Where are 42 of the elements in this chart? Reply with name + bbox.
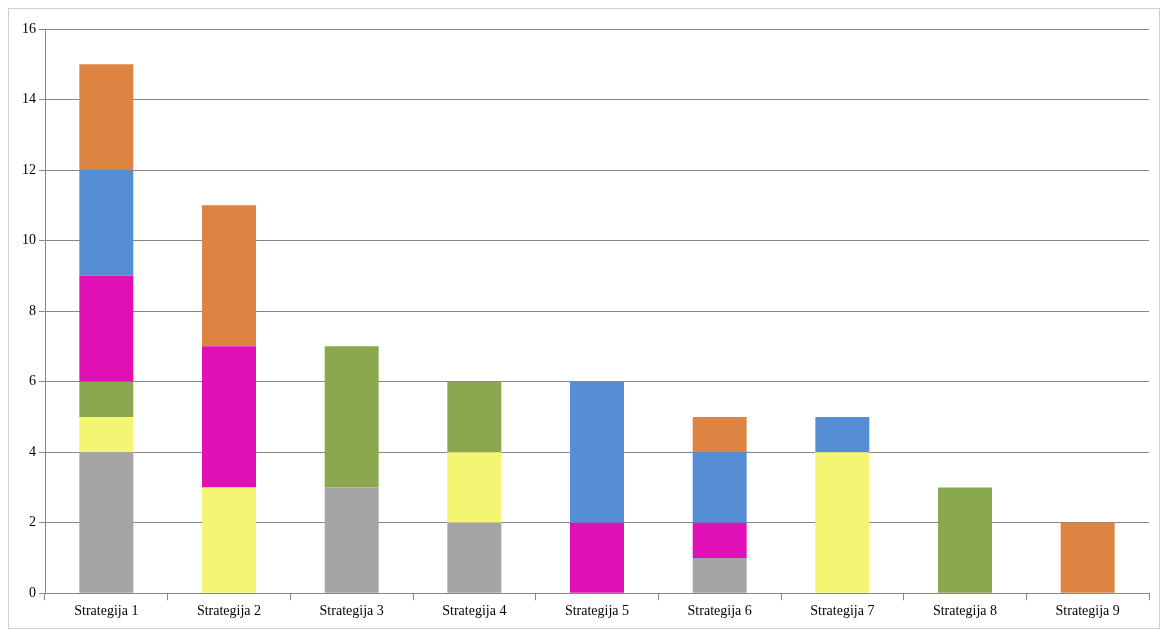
- x-tick-label: Strategija 1: [74, 603, 139, 619]
- x-tick-label: Strategija 7: [810, 603, 875, 619]
- bar: [1060, 522, 1115, 593]
- y-tick-label: 14: [22, 91, 36, 107]
- bar: [447, 522, 502, 593]
- x-tick-label: Strategija 2: [196, 603, 262, 619]
- y-tick-label: 0: [29, 584, 36, 600]
- x-tick-label: Strategija 5: [564, 603, 630, 619]
- bar: [202, 487, 256, 593]
- bar: [692, 557, 747, 593]
- y-tick-label: 12: [22, 161, 36, 177]
- x-tick-label: Strategija 9: [1055, 603, 1120, 619]
- bar: [79, 452, 134, 593]
- bar: [79, 64, 134, 171]
- bar: [815, 452, 870, 593]
- x-tick-label: Strategija 3: [319, 603, 384, 619]
- bar: [447, 452, 502, 523]
- bar: [202, 205, 256, 347]
- x-tick-label: Strategija 4: [442, 603, 507, 619]
- bar: [79, 170, 134, 276]
- y-tick-label: 2: [29, 514, 36, 530]
- bar: [815, 416, 870, 453]
- bar: [447, 381, 502, 453]
- bar: [692, 416, 747, 453]
- bar: [692, 452, 747, 523]
- y-tick-label: 16: [22, 20, 36, 36]
- bar: [79, 416, 134, 453]
- y-tick-label: 8: [29, 302, 36, 318]
- x-tick-label: Strategija 8: [932, 603, 998, 619]
- bar: [202, 346, 256, 488]
- y-tick-label: 6: [29, 373, 36, 389]
- bar: [324, 487, 379, 593]
- bar: [692, 522, 747, 558]
- bar: [570, 381, 624, 523]
- bar: [938, 487, 992, 593]
- bar: [324, 346, 379, 488]
- bar: [79, 381, 134, 417]
- y-tick-label: 10: [22, 232, 36, 248]
- x-tick-label: Strategija 6: [687, 603, 752, 619]
- bar: [79, 275, 134, 382]
- y-tick-label: 4: [29, 443, 36, 459]
- bar: [570, 522, 624, 593]
